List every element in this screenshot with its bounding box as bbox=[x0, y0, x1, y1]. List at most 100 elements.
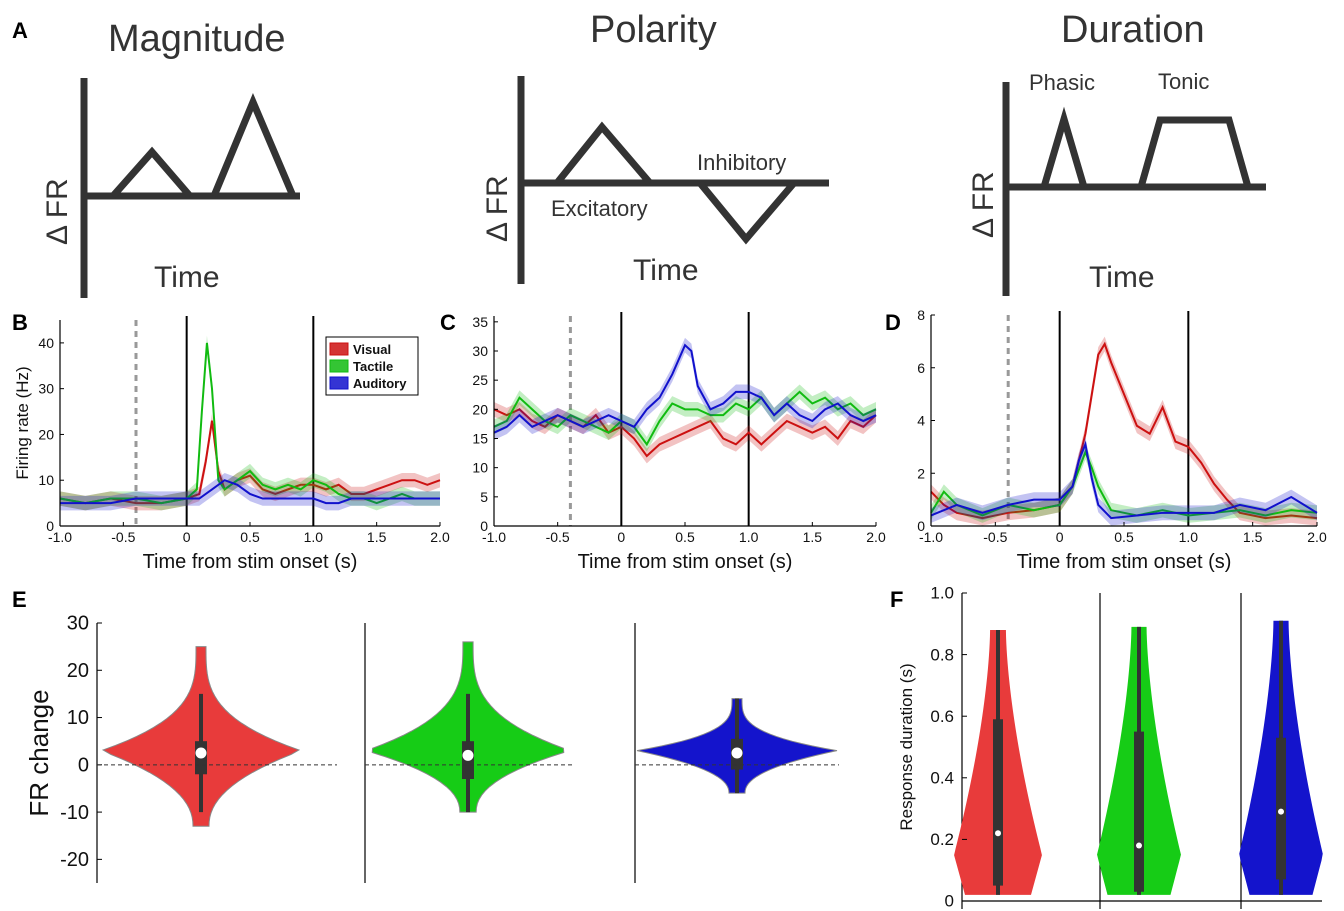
magnitude-schematic bbox=[80, 78, 300, 298]
y-tick-label: 0 bbox=[480, 518, 488, 534]
x-tick-label: 1.5 bbox=[367, 529, 387, 545]
x-tick-label: 2.0 bbox=[1307, 529, 1327, 545]
inhibitory-trough bbox=[697, 180, 797, 245]
excitatory-label: Excitatory bbox=[551, 196, 648, 221]
series-line-tactile bbox=[930, 449, 1318, 517]
magnitude-xlabel: Time bbox=[154, 261, 220, 294]
y-tick-label: 20 bbox=[472, 401, 488, 417]
magnitude-ylabel: Δ FR bbox=[41, 178, 74, 245]
median-dot bbox=[1278, 808, 1284, 815]
x-tick-label: -0.5 bbox=[546, 529, 570, 545]
x-axis-label: Time from stim onset (s) bbox=[1017, 551, 1232, 573]
x-tick-label: -1.0 bbox=[919, 529, 943, 545]
y-tick-label: -20 bbox=[60, 849, 89, 871]
x-tick-label: 1.0 bbox=[739, 529, 759, 545]
median-dot bbox=[195, 747, 207, 759]
x-tick-label: 2.0 bbox=[430, 529, 450, 545]
series-line-tactile bbox=[59, 342, 440, 505]
series-line-auditory bbox=[930, 440, 1318, 520]
x-tick-label: 0.5 bbox=[240, 529, 260, 545]
violin-panel-e: 30 20 10 0 -10 -20 FR change bbox=[24, 613, 839, 883]
psth-panel-d: -1.0 -0.5 0 0.5 1.0 1.5 2.0 0 2 4 6 8 Time from stim… bbox=[917, 307, 1327, 573]
x-tick-label: 0 bbox=[183, 529, 191, 545]
panel-letter-f: F bbox=[890, 587, 903, 612]
series-error-band-visual bbox=[931, 336, 1317, 526]
median-dot bbox=[995, 830, 1001, 837]
series-line-tactile bbox=[493, 390, 877, 447]
iqr-box bbox=[1276, 737, 1286, 880]
y-axis-label: FR change bbox=[24, 689, 54, 816]
duration-xlabel: Time bbox=[1089, 261, 1155, 294]
series-line-visual bbox=[930, 341, 1318, 520]
x-tick-label: 1.0 bbox=[304, 529, 324, 545]
y-tick-label: 15 bbox=[472, 431, 488, 447]
series-error-band-auditory bbox=[931, 436, 1317, 526]
tonic-pulse bbox=[1137, 116, 1252, 188]
psth-panel-b: -1.0 -0.5 0 0.5 1.0 1.5 2.0 0 10 20 30 40 Time from … bbox=[13, 316, 450, 573]
y-tick-label: 4 bbox=[917, 413, 925, 429]
panel-letter-a: A bbox=[12, 18, 28, 43]
panel-letter-d: D bbox=[885, 310, 901, 335]
y-tick-label: 0 bbox=[917, 518, 925, 534]
y-tick-label: 35 bbox=[472, 314, 488, 330]
y-tick-label: 30 bbox=[38, 381, 54, 397]
y-tick-label: 5 bbox=[480, 489, 488, 505]
psth-panel-c: -1.0 -0.5 0 0.5 1.0 1.5 2.0 0 5 10 15 20 25 30 35 Time … bbox=[472, 312, 886, 573]
legend-swatch-tactile bbox=[329, 359, 349, 373]
y-tick-label: 0 bbox=[46, 518, 54, 534]
duration-schematic bbox=[1002, 82, 1266, 296]
series-line-auditory bbox=[493, 343, 877, 434]
y-tick-label: 20 bbox=[38, 426, 54, 442]
median-dot bbox=[731, 747, 743, 759]
excitatory-peak bbox=[554, 121, 653, 186]
iqr-box bbox=[993, 719, 1003, 886]
x-tick-label: 0.5 bbox=[675, 529, 695, 545]
panel-letter-b: B bbox=[12, 310, 28, 335]
large-peak bbox=[210, 92, 297, 198]
y-tick-label: 0.2 bbox=[930, 830, 954, 849]
y-tick-label: 1.0 bbox=[930, 584, 954, 603]
y-tick-label: 0 bbox=[945, 892, 954, 911]
panel-letter-e: E bbox=[12, 587, 27, 612]
legend-swatch-auditory bbox=[329, 376, 349, 390]
x-tick-label: -1.0 bbox=[48, 529, 72, 545]
panel-letter-c: C bbox=[440, 310, 456, 335]
y-tick-label: 20 bbox=[67, 660, 89, 682]
x-tick-label: 2.0 bbox=[866, 529, 886, 545]
series-error-band-visual bbox=[60, 413, 440, 511]
legend-swatch-visual bbox=[329, 342, 349, 356]
x-tick-label: 1.0 bbox=[1179, 529, 1199, 545]
x-tick-label: 0.5 bbox=[1114, 529, 1134, 545]
polarity-xlabel: Time bbox=[633, 254, 699, 287]
y-tick-label: 0.6 bbox=[930, 707, 954, 726]
y-tick-label: 8 bbox=[917, 307, 925, 323]
series-error-band-tactile bbox=[931, 444, 1317, 523]
y-tick-label: 10 bbox=[38, 472, 54, 488]
x-tick-label: 0 bbox=[1056, 529, 1064, 545]
x-axis-label: Time from stim onset (s) bbox=[578, 551, 793, 573]
x-tick-label: 0 bbox=[617, 529, 625, 545]
y-tick-label: 30 bbox=[67, 613, 89, 635]
y-tick-label: 30 bbox=[472, 343, 488, 359]
y-tick-label: 40 bbox=[38, 335, 54, 351]
polarity-schematic bbox=[517, 76, 829, 284]
y-tick-label: 10 bbox=[472, 460, 488, 476]
tonic-label: Tonic bbox=[1158, 69, 1209, 94]
iqr-box bbox=[1134, 731, 1144, 892]
phasic-pulse bbox=[1040, 106, 1088, 188]
y-tick-label: -10 bbox=[60, 802, 89, 824]
median-dot bbox=[1136, 842, 1142, 849]
x-tick-label: 1.5 bbox=[803, 529, 823, 545]
legend-label-visual: Visual bbox=[353, 342, 391, 357]
x-tick-label: 1.5 bbox=[1243, 529, 1263, 545]
y-tick-label: 0.4 bbox=[930, 768, 954, 787]
y-tick-label: 0.8 bbox=[930, 645, 954, 664]
small-peak bbox=[110, 146, 193, 199]
series-error-band-tactile bbox=[60, 335, 440, 511]
series-line-auditory bbox=[60, 479, 440, 505]
legend-label-tactile: Tactile bbox=[353, 359, 393, 374]
series-error-band-auditory bbox=[494, 337, 876, 441]
legend-label-auditory: Auditory bbox=[353, 376, 407, 391]
series-error-band-tactile bbox=[494, 384, 876, 452]
